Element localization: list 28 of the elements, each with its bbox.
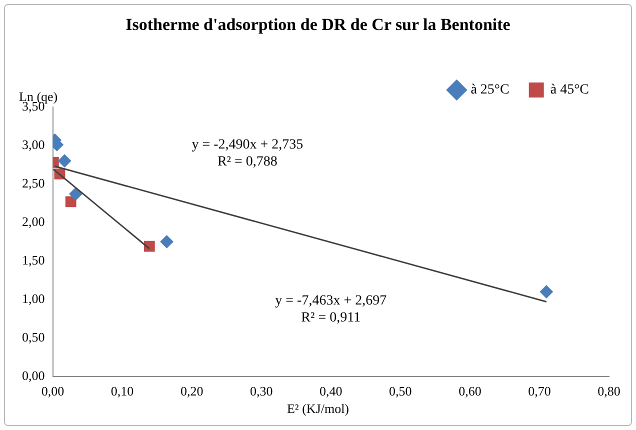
- y-tick-label: 3,00: [22, 136, 45, 152]
- chart-title: Isotherme d'adsorption de DR de Cr sur la Bentonite: [124, 15, 512, 35]
- x-tick-label: 0,50: [389, 384, 412, 399]
- x-axis-title: E² (KJ/mol): [286, 401, 350, 417]
- point: [160, 235, 174, 248]
- annotation: y = -7,463x + 2,697 R² = 0,911: [275, 294, 387, 326]
- x-tick-label: 0,80: [598, 384, 620, 399]
- y-tick-label: 2,00: [22, 214, 45, 229]
- legend-label: à 45°C: [550, 82, 590, 98]
- x-tick-label: 0,20: [180, 384, 204, 399]
- point: [69, 187, 82, 200]
- y-tick-label: 0,00: [22, 368, 45, 383]
- x-tick-label: 0,30: [250, 384, 273, 399]
- y-tick-label: 0,50: [22, 329, 45, 344]
- point: [540, 285, 553, 298]
- annotation: y = -2,490x + 2,735 R² = 0,788: [192, 137, 304, 170]
- x-tick-label: 0,40: [320, 384, 342, 399]
- x-tick-label: 0,70: [528, 384, 551, 399]
- y-tick-label: 2,50: [22, 175, 45, 190]
- y-tick-label: 1,50: [22, 252, 45, 268]
- point: [144, 240, 155, 252]
- x-tick-label: 0,00: [41, 384, 64, 399]
- legend-label: à 25°C: [470, 82, 510, 98]
- x-tick-label: 0,10: [110, 384, 134, 399]
- point: [58, 154, 72, 168]
- point: [65, 196, 76, 208]
- x-tick-label: 0,60: [458, 384, 482, 399]
- y-tick-label: 1,00: [22, 290, 45, 306]
